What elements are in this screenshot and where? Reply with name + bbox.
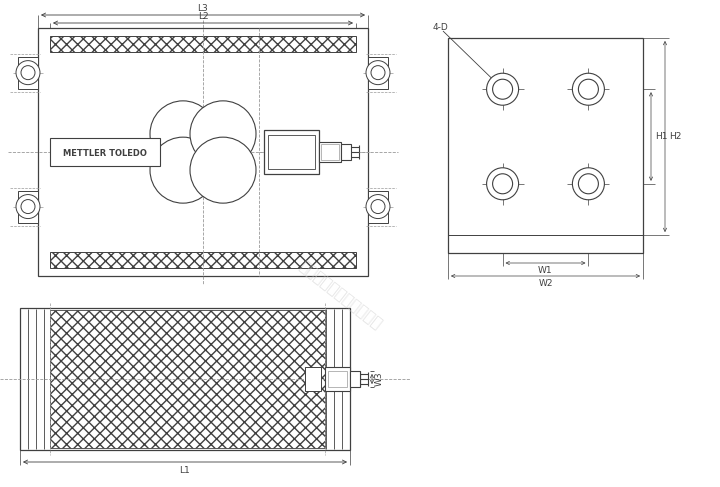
Bar (319, 142, 341, 162)
Circle shape (21, 200, 35, 214)
Bar (305, 367, 321, 391)
Text: L1: L1 (179, 466, 190, 475)
Bar (341, 144, 351, 160)
Text: W1: W1 (538, 266, 553, 275)
Circle shape (578, 79, 598, 99)
Text: 价鑫自动化科技有限公司: 价鑫自动化科技有限公司 (296, 258, 384, 332)
Bar (50, 36, 356, 52)
Text: H2: H2 (669, 132, 681, 141)
Bar (448, 235, 643, 253)
Circle shape (190, 137, 256, 203)
Circle shape (371, 66, 385, 80)
Bar (18, 56, 38, 89)
Circle shape (572, 168, 604, 200)
Bar (268, 135, 315, 169)
Circle shape (492, 79, 513, 99)
Text: H1: H1 (655, 132, 667, 141)
Text: 4-D: 4-D (433, 23, 449, 33)
Bar (350, 371, 360, 387)
Circle shape (492, 174, 513, 194)
Circle shape (16, 61, 40, 85)
Bar (50, 138, 160, 166)
Bar (38, 28, 368, 276)
Circle shape (371, 200, 385, 214)
Bar (328, 371, 347, 387)
Bar (368, 190, 388, 223)
Bar (368, 56, 388, 89)
Circle shape (21, 66, 35, 80)
Circle shape (190, 101, 256, 167)
Text: W3: W3 (375, 372, 384, 386)
Circle shape (150, 137, 216, 203)
Bar (264, 130, 319, 174)
Circle shape (150, 101, 216, 167)
Bar (448, 38, 643, 253)
Text: W2: W2 (539, 279, 553, 288)
Circle shape (366, 61, 390, 85)
Bar (20, 308, 350, 450)
Bar (325, 367, 350, 391)
Text: L2: L2 (198, 12, 208, 21)
Bar (50, 310, 325, 448)
Circle shape (366, 195, 390, 219)
Text: L3: L3 (197, 4, 208, 13)
Circle shape (487, 168, 518, 200)
Text: METTLER TOLEDO: METTLER TOLEDO (63, 149, 147, 157)
Bar (321, 144, 339, 160)
Circle shape (487, 73, 518, 105)
Bar (50, 252, 356, 268)
Circle shape (578, 174, 598, 194)
Bar (18, 190, 38, 223)
Circle shape (16, 195, 40, 219)
Circle shape (572, 73, 604, 105)
